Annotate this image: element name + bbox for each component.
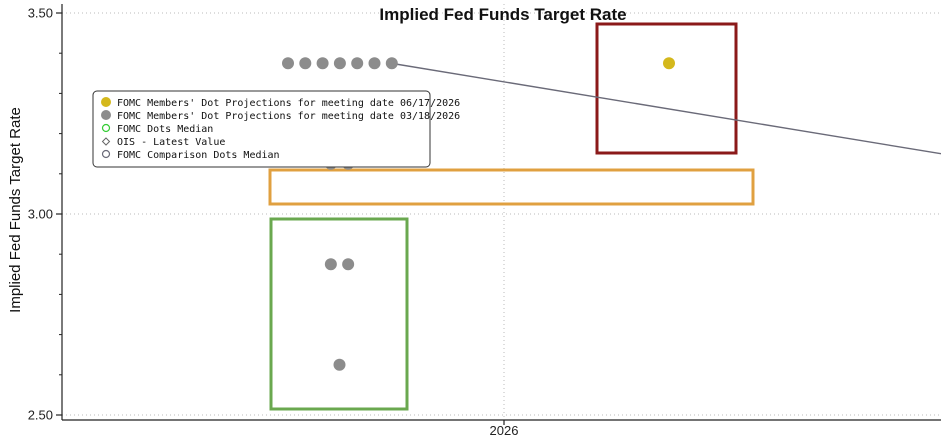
march-dot: [368, 57, 381, 70]
y-tick-label: 3.50: [28, 6, 53, 21]
legend-entry-june: FOMC Members' Dot Projections for meetin…: [117, 98, 460, 109]
march-dot: [351, 57, 364, 70]
legend-entry-ois: OIS - Latest Value: [117, 137, 225, 148]
y-tick-label: 2.50: [28, 408, 53, 423]
comparison-median-line: [390, 62, 941, 155]
legend-marker-june: [101, 97, 111, 107]
march-dot: [282, 57, 294, 70]
legend-marker-median: [101, 123, 111, 133]
dot-markers: [282, 57, 675, 371]
march-dot: [316, 57, 329, 70]
legend-entry-comparison-median: FOMC Comparison Dots Median: [117, 150, 280, 161]
march-dot: [299, 57, 312, 70]
march-dot: [385, 57, 398, 70]
grid: [62, 4, 941, 420]
june-dot: [663, 57, 675, 70]
march-dot: [333, 358, 346, 371]
highlight-box-green: [269, 217, 409, 411]
march-dot: [324, 258, 337, 271]
trend-lines: [390, 62, 941, 155]
highlight-box-red: [595, 22, 738, 155]
highlight-box-orange: [268, 168, 755, 206]
legend-marker-comparison-median: [101, 149, 111, 159]
legend-box: [92, 90, 431, 168]
march-dot: [342, 258, 355, 271]
legend-marker-march: [101, 110, 111, 120]
legend-entry-march: FOMC Members' Dot Projections for meetin…: [117, 111, 460, 122]
chart-title: Implied Fed Funds Target Rate: [379, 5, 626, 24]
legend-entry-median: FOMC Dots Median: [117, 124, 213, 135]
y-ticks: 4.504.003.503.002.50: [28, 6, 62, 423]
y-axis-label: Implied Fed Funds Target Rate: [7, 107, 24, 313]
legend: FOMC Members' Dot Projections for meetin…: [92, 90, 460, 168]
legend-marker-ois: [101, 137, 111, 146]
x-tick-label: 2026: [490, 423, 519, 438]
x-ticks: 2026: [490, 420, 519, 438]
y-tick-label: 3.00: [28, 207, 53, 222]
march-dot: [333, 57, 346, 70]
